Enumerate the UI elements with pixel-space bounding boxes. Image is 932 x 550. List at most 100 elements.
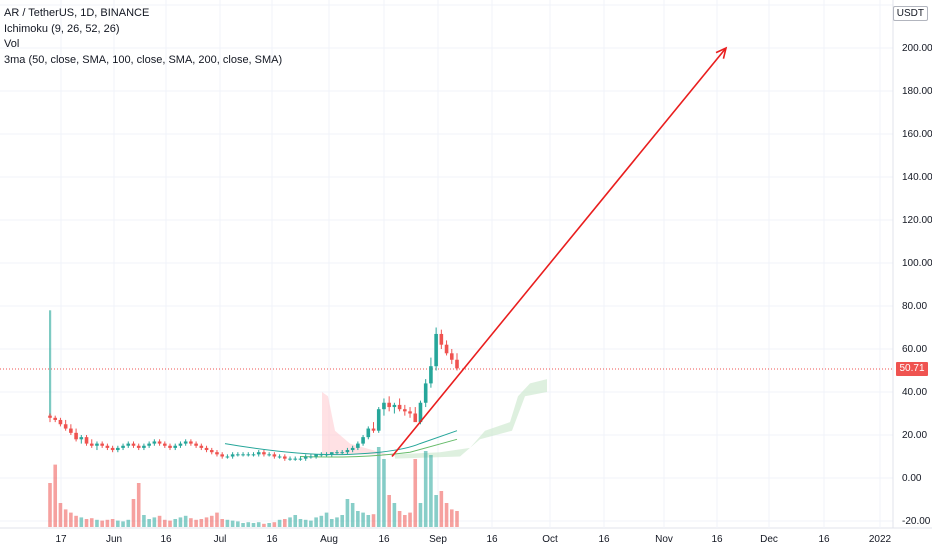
candle-body [382, 403, 386, 409]
candle-body [116, 448, 120, 450]
volume-bar [419, 503, 423, 527]
price-tick-label: 200.00 [902, 43, 932, 54]
candle-body [330, 452, 334, 454]
candle-body [168, 446, 172, 448]
volume-bar [445, 503, 449, 527]
time-tick-label: 16 [598, 534, 610, 545]
volume-bar [111, 519, 115, 527]
candle-body [194, 444, 198, 446]
candle-body [408, 411, 412, 413]
volume-bar [366, 515, 370, 527]
candle-body [252, 454, 256, 455]
volume-bar [90, 518, 94, 527]
time-axis[interactable]: 17 Jun 16 Jul 16 Aug 16 Sep 16 Oct 16 Nov 16 Dec 16 202… [55, 534, 891, 545]
time-tick-label: 16 [160, 534, 172, 545]
candle-body [387, 403, 391, 407]
time-tick-label: Jul [214, 534, 227, 545]
ma-legend[interactable]: 3ma (50, close, SMA, 100, close, SMA, 20… [4, 53, 282, 69]
volume-bar [309, 521, 313, 527]
symbol-title[interactable]: AR / TetherUS, 1D, BINANCE [4, 6, 282, 22]
candle-body [132, 444, 136, 446]
candle-body [59, 420, 63, 424]
volume-bar [314, 517, 318, 527]
volume-bar [346, 499, 350, 527]
volume-bar [398, 511, 402, 527]
volume-bar [205, 517, 209, 527]
volume-bar [424, 451, 428, 527]
volume-bar [74, 516, 78, 527]
candle-body [346, 450, 350, 452]
time-tick-label: 16 [711, 534, 723, 545]
volume-bar [121, 521, 125, 527]
volume-spike [49, 310, 51, 415]
volume-bar [455, 511, 459, 527]
arrow-shaft [392, 48, 726, 457]
price-tick-label: 140.00 [902, 172, 932, 183]
candle-body [241, 454, 245, 455]
candle-body [309, 457, 313, 458]
time-tick-label: 17 [55, 534, 67, 545]
price-tick-label: 40.00 [902, 387, 927, 398]
volume-bar [173, 519, 177, 527]
candle-body [69, 429, 73, 433]
price-tick-label: 20.00 [902, 430, 927, 441]
volume-bar [408, 513, 412, 527]
volume-bar [80, 517, 84, 527]
volume-bar [450, 509, 454, 527]
candle-body [179, 444, 183, 446]
vol-legend[interactable]: Vol [4, 37, 282, 53]
volume-bar [293, 515, 297, 527]
candle-body [200, 446, 204, 448]
ichimoku-legend[interactable]: Ichimoku (9, 26, 52, 26) [4, 22, 282, 38]
volume-bar [278, 520, 282, 527]
candle-body [424, 383, 428, 402]
price-tick-label: 160.00 [902, 129, 932, 140]
candlesticks [48, 328, 459, 461]
volume-bar [236, 521, 240, 527]
candle-body [231, 454, 235, 456]
candle-body [158, 441, 162, 443]
candle-body [393, 405, 397, 407]
candle-body [210, 450, 214, 452]
currency-badge[interactable]: USDT [893, 6, 928, 21]
candle-body [53, 418, 57, 420]
volume-bar [226, 520, 230, 527]
candle-body [293, 459, 297, 460]
volume-bar [53, 465, 57, 527]
volume-bar [377, 447, 381, 527]
ichimoku-cloud [322, 379, 547, 459]
candle-body [147, 444, 151, 446]
volume-bar [413, 459, 417, 527]
candle-body [126, 444, 130, 446]
volume-bar [351, 503, 355, 527]
time-tick-label: 16 [378, 534, 390, 545]
candle-body [413, 414, 417, 423]
volume-bar [132, 499, 136, 527]
volume-bar [200, 519, 204, 527]
candle-body [377, 409, 381, 431]
candle-body [262, 452, 266, 454]
price-axis[interactable]: 200.00 180.00 160.00 140.00 120.00 100.00 80.0… [902, 43, 932, 527]
volume-bar [231, 521, 235, 527]
price-tick-label: -20.00 [902, 516, 931, 527]
candle-body [267, 454, 271, 455]
candle-body [189, 441, 193, 443]
volume-bar [440, 491, 444, 527]
volume-bar [361, 513, 365, 527]
volume-bar [142, 515, 146, 527]
candle-body [304, 457, 308, 459]
volume-bar [168, 521, 172, 527]
volume-bar [179, 517, 183, 527]
trend-arrow[interactable] [392, 48, 726, 457]
candle-body [142, 446, 146, 448]
volume-bar [158, 516, 162, 527]
candle-body [278, 457, 282, 458]
candle-body [445, 345, 449, 354]
volume-bar [429, 455, 433, 527]
volume-bar [106, 520, 110, 527]
candle-body [325, 454, 329, 455]
candle-body [299, 459, 303, 460]
volume-bar [393, 503, 397, 527]
candle-body [106, 446, 110, 448]
